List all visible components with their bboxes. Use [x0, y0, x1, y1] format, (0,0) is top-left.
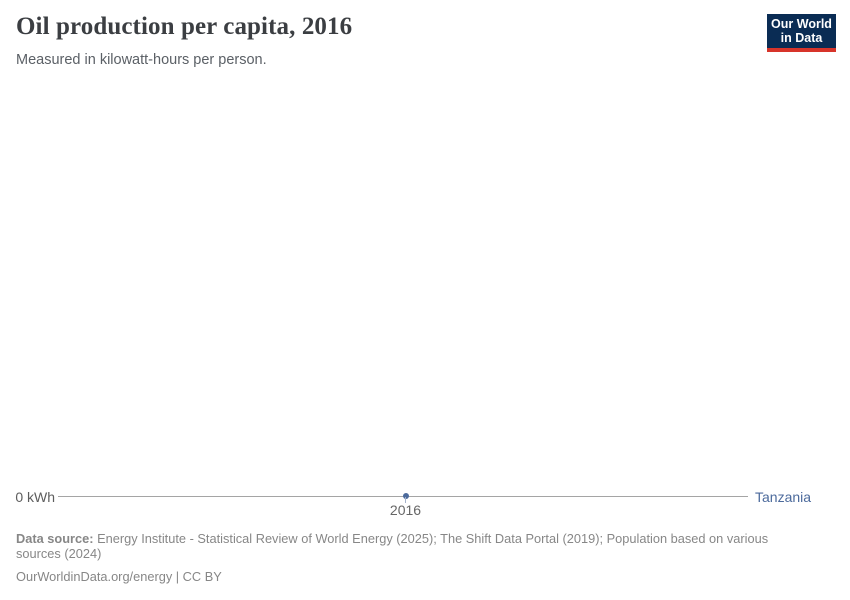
data-point-marker[interactable]: [403, 493, 409, 499]
x-axis-tick-label: 2016: [389, 502, 422, 518]
chart-subtitle: Measured in kilowatt-hours per person.: [16, 52, 267, 68]
data-source-text: Energy Institute - Statistical Review of…: [16, 531, 769, 561]
footer-license-note: OurWorldinData.org/energy | CC BY: [16, 569, 222, 584]
series-label-tanzania[interactable]: Tanzania: [755, 489, 812, 505]
x-axis-tick: [405, 497, 406, 503]
owid-logo-line1: Our World: [771, 17, 832, 31]
y-axis-zero-label: 0 kWh: [15, 489, 55, 505]
data-source-label: Data source:: [16, 531, 94, 546]
data-source-line: Data source: Energy Institute - Statisti…: [16, 531, 814, 561]
page-title: Oil production per capita, 2016: [16, 13, 353, 40]
owid-logo: Our World in Data: [767, 14, 836, 52]
owid-logo-line2: in Data: [780, 31, 823, 45]
